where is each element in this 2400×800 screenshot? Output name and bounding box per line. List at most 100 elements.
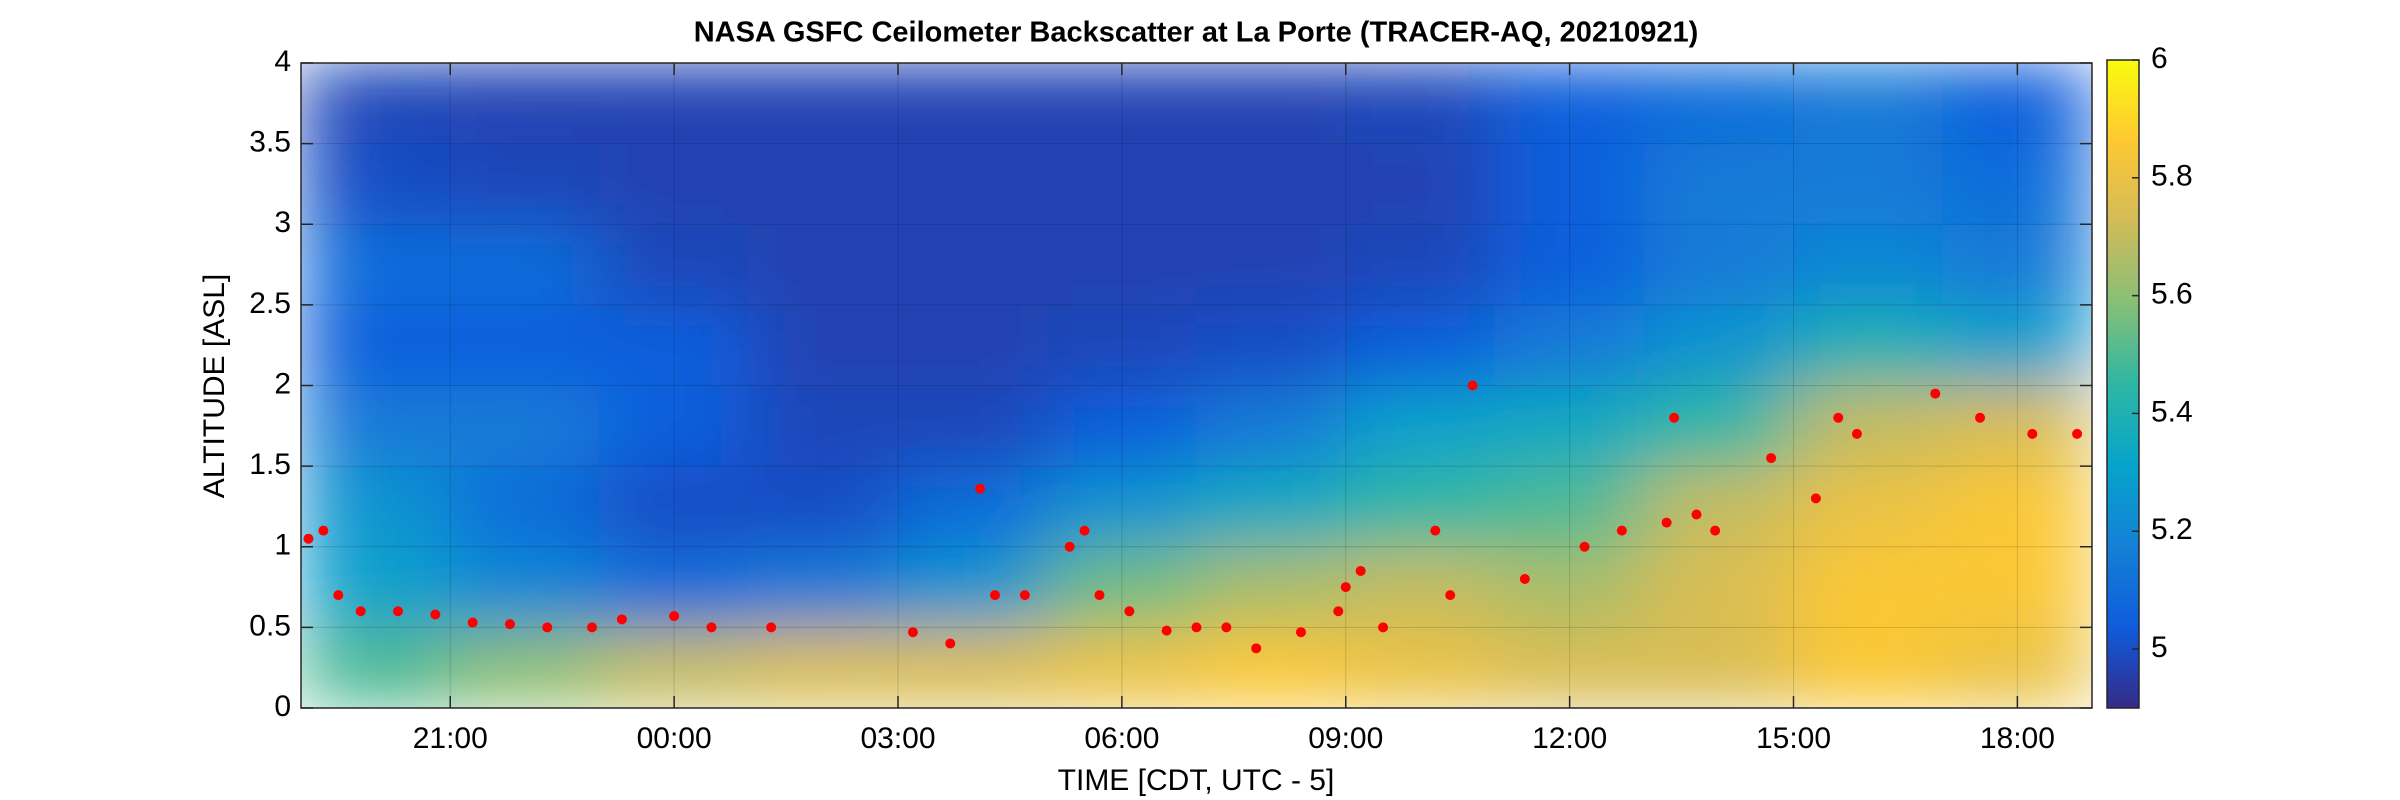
- heat-cell: [1046, 465, 1197, 548]
- heat-cell: [1345, 223, 1496, 306]
- y-tick-label: 2: [274, 367, 291, 400]
- heat-cell: [1196, 385, 1347, 467]
- point: [303, 533, 314, 544]
- heat-cell: [301, 223, 451, 306]
- heat-cell: [748, 546, 899, 628]
- point: [1710, 525, 1721, 536]
- heat-cell: [1196, 465, 1347, 548]
- point: [975, 483, 986, 494]
- plot-frame: [300, 62, 2093, 709]
- heatmap: [301, 63, 2092, 708]
- heat-cell: [748, 63, 899, 145]
- point: [616, 614, 627, 625]
- heat-cell: [748, 223, 899, 306]
- heat-cell: [301, 626, 451, 708]
- heat-cell: [599, 143, 750, 225]
- heat-cell: [1643, 626, 1794, 708]
- point: [990, 590, 1001, 601]
- heat-cell: [449, 63, 600, 145]
- point: [1019, 590, 1030, 601]
- point: [1851, 428, 1862, 439]
- point: [1333, 606, 1344, 617]
- point: [1340, 582, 1351, 593]
- colorbar-tick-label: 5: [2151, 631, 2168, 664]
- heat-cell: [301, 304, 451, 386]
- colorbar-tick-label: 5.8: [2151, 160, 2193, 193]
- point: [467, 617, 478, 628]
- y-tick-label: 0: [274, 690, 291, 723]
- y-tick-label: 1.5: [249, 448, 291, 481]
- chart-title: NASA GSFC Ceilometer Backscatter at La P…: [694, 17, 1699, 49]
- point: [907, 627, 918, 638]
- heat-cell: [1793, 143, 1944, 225]
- heat-cell: [1196, 223, 1347, 306]
- heat-cell: [1046, 385, 1197, 467]
- point: [945, 638, 956, 649]
- point: [1810, 493, 1821, 504]
- point: [1766, 453, 1777, 464]
- heat-cell: [449, 465, 600, 548]
- heat-cell: [1942, 465, 2092, 548]
- x-tick-label: 18:00: [1980, 722, 2055, 755]
- heat-cell: [1793, 546, 1944, 628]
- y-tick-label: 0.5: [249, 609, 291, 642]
- heat-cell: [1196, 546, 1347, 628]
- point: [355, 606, 366, 617]
- point: [1221, 622, 1232, 633]
- x-tick-label: 12:00: [1532, 722, 1607, 755]
- y-axis-label: ALTITUDE [ASL]: [198, 274, 231, 499]
- heat-cell: [1196, 143, 1347, 225]
- heat-cell: [748, 143, 899, 225]
- heat-cell: [599, 626, 750, 708]
- heat-cell: [449, 304, 600, 386]
- heat-cell: [1196, 626, 1347, 708]
- heat-cell: [1345, 546, 1496, 628]
- heat-cell: [449, 385, 600, 467]
- point: [1430, 525, 1441, 536]
- heat-cell: [1942, 546, 2092, 628]
- heat-cell: [748, 304, 899, 386]
- heat-cell: [1643, 385, 1794, 467]
- y-tick-label: 1: [274, 529, 291, 562]
- heat-cell: [1643, 465, 1794, 548]
- heat-cell: [1046, 546, 1197, 628]
- heat-cell: [897, 304, 1048, 386]
- heat-cell: [1494, 626, 1645, 708]
- point: [1445, 590, 1456, 601]
- heat-cell: [1345, 385, 1496, 467]
- heat-cell: [1942, 385, 2092, 467]
- heat-cell: [1643, 143, 1794, 225]
- colorbar-tick-label: 6: [2151, 42, 2168, 75]
- heat-cell: [599, 304, 750, 386]
- point: [1691, 509, 1702, 520]
- y-tick-label: 3.5: [249, 126, 291, 159]
- y-tick-label: 4: [274, 45, 291, 78]
- point: [1519, 574, 1530, 584]
- heat-cell: [1793, 465, 1944, 548]
- heat-cell: [1643, 63, 1794, 145]
- colorbar-tick-label: 5.4: [2151, 395, 2193, 428]
- point: [1616, 525, 1627, 536]
- heatmap-cells: [301, 63, 2092, 708]
- point: [1191, 622, 1202, 633]
- heat-cell: [599, 223, 750, 306]
- heat-cell: [1793, 385, 1944, 467]
- point: [1833, 412, 1844, 423]
- x-tick-label: 21:00: [413, 722, 488, 755]
- point: [669, 611, 680, 622]
- heat-cell: [1793, 304, 1944, 386]
- point: [587, 622, 598, 633]
- heat-cell: [1046, 63, 1197, 145]
- heat-cell: [1046, 626, 1197, 708]
- x-axis-label: TIME [CDT, UTC - 5]: [1058, 764, 1335, 797]
- heat-cell: [1942, 626, 2092, 708]
- point: [1378, 622, 1389, 633]
- heat-cell: [1793, 626, 1944, 708]
- heat-cell: [897, 143, 1048, 225]
- heat-cell: [1494, 385, 1645, 467]
- point: [393, 606, 404, 617]
- point: [1579, 541, 1590, 552]
- heat-cell: [1196, 304, 1347, 386]
- heat-cell: [1942, 304, 2092, 386]
- point: [430, 609, 441, 620]
